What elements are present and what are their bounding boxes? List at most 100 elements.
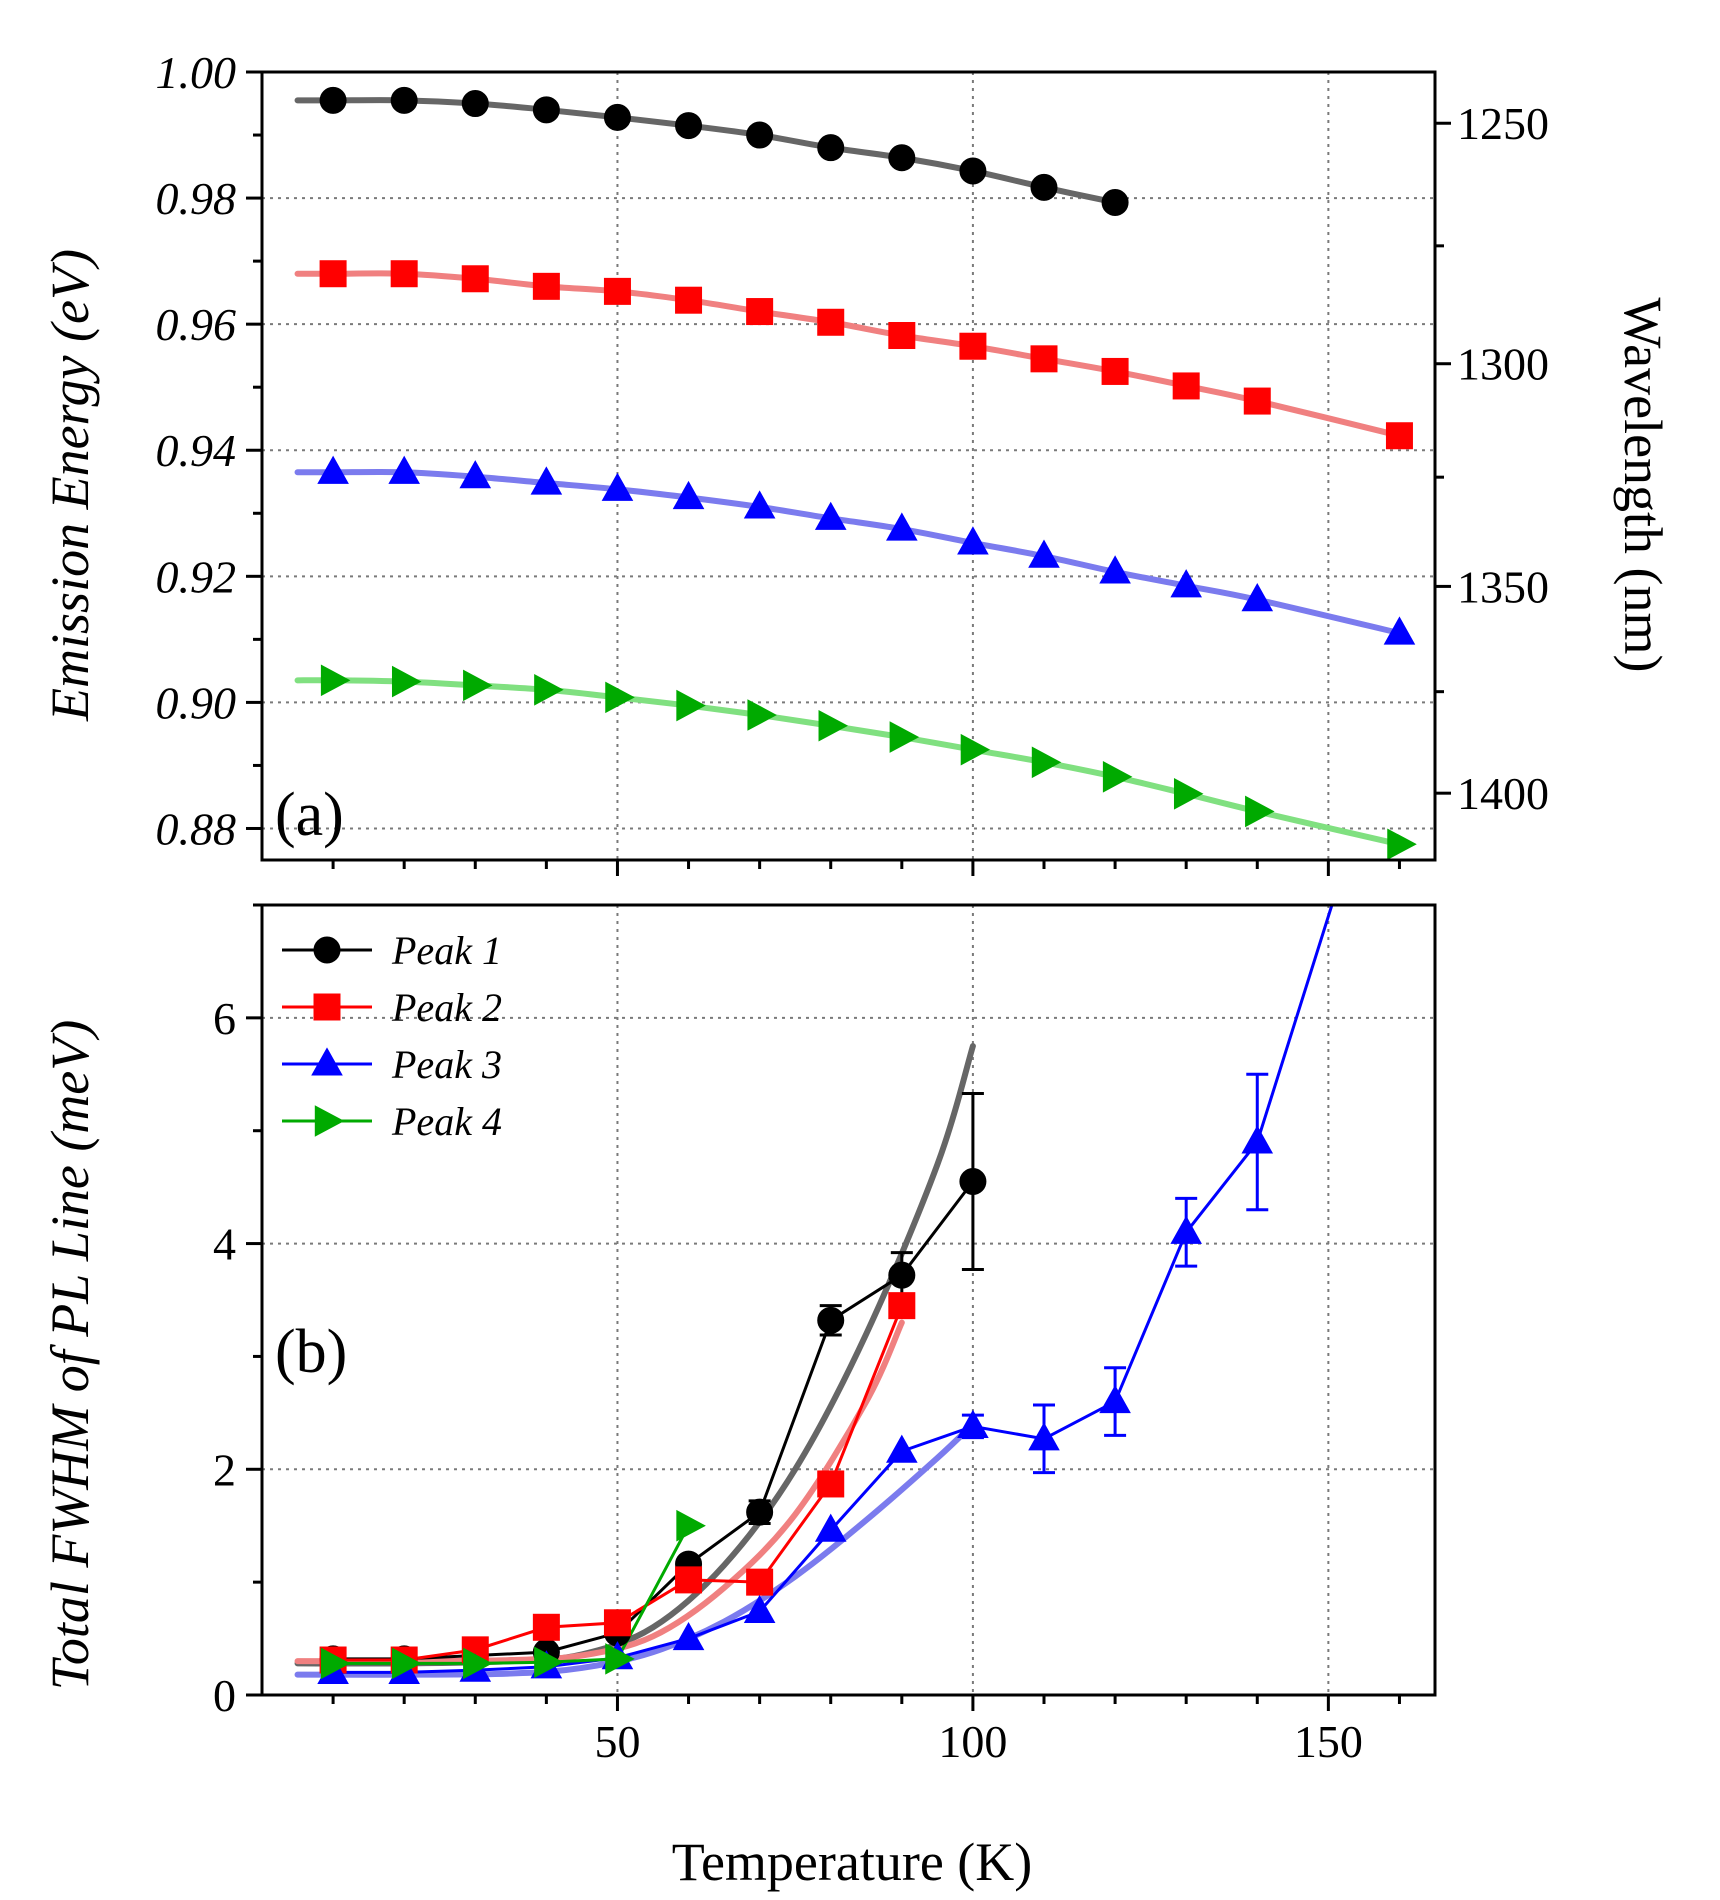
marker-peak-3 xyxy=(1099,555,1131,584)
panel-b-y-axis-title: Total FWHM of PL Line (meV) xyxy=(40,1020,100,1691)
x-axis-title: Temperature (K) xyxy=(672,1832,1033,1892)
marker-peak-2 xyxy=(1385,422,1413,450)
marker-peak-3 xyxy=(886,512,918,541)
fit-curve-peak-1 xyxy=(294,97,1119,206)
panel-a-y-axis-title: Emission Energy (eV) xyxy=(40,249,100,722)
marker-peak-4 xyxy=(960,733,991,766)
marker-peak-2 xyxy=(603,1609,631,1637)
marker-peak-2 xyxy=(461,265,489,293)
marker-peak-4 xyxy=(676,1509,706,1542)
panel-b-axes: 0 2 4 6 50 100 150 xyxy=(213,903,1437,1767)
legend-marker-peak-2 xyxy=(313,993,341,1021)
x-tick-label: 150 xyxy=(1294,1716,1363,1767)
marker-peak-4 xyxy=(1031,746,1062,779)
marker-peak-3 xyxy=(1170,569,1202,598)
legend: Peak 1 Peak 2 Peak 3 Peak 4 xyxy=(282,928,502,1144)
marker-peak-4 xyxy=(391,665,422,698)
marker-peak-2 xyxy=(1243,387,1271,415)
marker-peak-2 xyxy=(675,1566,703,1594)
marker-peak-1 xyxy=(1101,188,1129,216)
panel-a-y2-tick-label: 1300 xyxy=(1457,339,1549,390)
marker-peak-2 xyxy=(319,260,347,288)
marker-peak-2 xyxy=(1172,372,1200,400)
marker-peak-3 xyxy=(1241,583,1274,612)
marker-peak-2 xyxy=(390,260,418,288)
panel-a-y-tick-label: 0.94 xyxy=(156,425,237,476)
fit-curve-peak-3 xyxy=(294,468,1403,637)
panel-b: 0 2 4 6 50 100 150 Peak 1 Peak 2 Peak 3 Peak 4 (b… xyxy=(40,903,1437,1892)
marker-peak-4 xyxy=(1387,828,1417,861)
marker-peak-3 xyxy=(957,1409,989,1438)
marker-peak-3 xyxy=(672,480,705,510)
panel-b-y-tick-label: 0 xyxy=(213,1670,236,1721)
marker-peak-1 xyxy=(532,96,560,124)
panel-a-y2-tick-label: 1350 xyxy=(1457,561,1549,612)
panel-a-y2-tick-label: 1400 xyxy=(1457,768,1549,819)
marker-peak-1 xyxy=(817,134,845,162)
marker-peak-4 xyxy=(747,699,777,731)
marker-peak-4 xyxy=(534,1646,564,1679)
panel-a-y2-tick-label: 1250 xyxy=(1457,98,1549,149)
marker-peak-2 xyxy=(532,1613,560,1641)
marker-peak-1 xyxy=(675,112,703,140)
fit-curve-peak-4 xyxy=(294,677,1403,848)
marker-peak-1 xyxy=(746,1498,774,1526)
marker-peak-2 xyxy=(746,1568,774,1596)
marker-peak-3 xyxy=(388,455,420,484)
marker-peak-4 xyxy=(889,721,920,753)
panel-a-y-tick-label: 0.88 xyxy=(156,803,237,854)
marker-peak-4 xyxy=(676,689,706,722)
marker-peak-3 xyxy=(957,526,989,555)
fit-curve-peak-2 xyxy=(294,270,1403,439)
x-tick-label: 50 xyxy=(594,1716,640,1767)
marker-peak-2 xyxy=(746,298,774,326)
marker-peak-1 xyxy=(888,144,916,172)
panel-a-axes: 0.88 0.90 0.92 0.94 0.96 0.98 1.00 1250 1300 1350… xyxy=(156,47,1549,876)
marker-peak-4 xyxy=(463,1647,493,1680)
marker-peak-2 xyxy=(1030,345,1058,373)
panel-a-y-tick-label: 0.98 xyxy=(156,173,237,224)
marker-peak-3 xyxy=(814,501,847,530)
marker-peak-1 xyxy=(603,103,631,131)
plot-frame xyxy=(260,70,1437,862)
x-tick-label: 100 xyxy=(938,1716,1007,1767)
marker-peak-2 xyxy=(888,322,916,350)
panel-b-y-tick-label: 2 xyxy=(213,1444,236,1495)
panel-a-y-tick-label: 0.96 xyxy=(156,299,237,350)
marker-peak-2 xyxy=(1101,357,1129,385)
marker-peak-3 xyxy=(1028,1422,1060,1451)
marker-peak-3 xyxy=(1170,1215,1202,1244)
marker-peak-2 xyxy=(959,332,987,360)
marker-peak-1 xyxy=(461,90,489,118)
marker-peak-1 xyxy=(817,1306,845,1334)
marker-peak-3 xyxy=(1383,616,1416,645)
marker-peak-3 xyxy=(743,1594,776,1624)
legend-label-peak-2: Peak 2 xyxy=(391,985,502,1030)
fit-curve-peak-2-fit xyxy=(294,1319,905,1665)
legend-marker-peak-1 xyxy=(313,936,341,964)
marker-peak-3 xyxy=(459,460,492,489)
marker-peak-4 xyxy=(1245,795,1275,828)
plot-frame xyxy=(260,903,1437,1697)
marker-peak-4 xyxy=(463,669,493,702)
marker-peak-4 xyxy=(320,664,351,697)
marker-peak-3 xyxy=(1028,539,1060,568)
marker-peak-4 xyxy=(1173,778,1204,810)
marker-peak-1 xyxy=(390,86,418,114)
panel-label-a: (a) xyxy=(275,781,344,849)
panel-a: 0.88 0.90 0.92 0.94 0.96 0.98 1.00 1250 1300 1350… xyxy=(40,47,1673,876)
panel-label-b: (b) xyxy=(275,1318,347,1386)
marker-peak-1 xyxy=(959,157,987,185)
legend-label-peak-1: Peak 1 xyxy=(391,928,502,973)
marker-peak-1 xyxy=(746,121,774,149)
marker-peak-3 xyxy=(601,472,634,501)
marker-peak-4 xyxy=(534,674,564,706)
marker-peak-4 xyxy=(391,1647,422,1680)
panel-a-y-tick-label: 1.00 xyxy=(156,47,237,98)
panel-a-fit-curves xyxy=(294,97,1403,848)
marker-peak-4 xyxy=(605,681,635,714)
marker-peak-3 xyxy=(672,1621,705,1651)
legend-label-peak-4: Peak 4 xyxy=(391,1099,502,1144)
panel-a-y-tick-label: 0.92 xyxy=(156,551,237,602)
